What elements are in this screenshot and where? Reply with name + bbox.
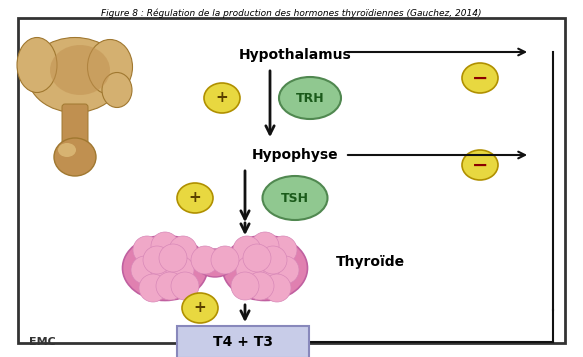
Ellipse shape [54,138,96,176]
Circle shape [171,272,199,300]
Circle shape [156,272,184,300]
Text: T4 + T3: T4 + T3 [213,335,273,349]
Circle shape [246,272,274,300]
Ellipse shape [279,77,341,119]
Circle shape [159,244,187,272]
Text: +: + [216,91,229,106]
Circle shape [139,274,167,302]
Text: EMC: EMC [29,337,55,347]
Text: TSH: TSH [281,191,309,205]
Ellipse shape [17,37,57,92]
Text: +: + [194,301,206,316]
Ellipse shape [177,183,213,213]
Ellipse shape [204,83,240,113]
Text: Hypothalamus: Hypothalamus [238,48,352,62]
Circle shape [253,252,281,280]
Circle shape [243,244,271,272]
Circle shape [133,236,161,264]
Text: TRH: TRH [296,91,324,105]
Circle shape [143,246,171,274]
Circle shape [151,232,179,260]
Circle shape [236,256,264,284]
Ellipse shape [27,37,122,112]
FancyBboxPatch shape [177,326,309,357]
Ellipse shape [102,72,132,107]
Text: +: + [189,191,201,206]
Ellipse shape [122,236,208,301]
Ellipse shape [87,40,132,95]
Text: Hypophyse: Hypophyse [252,148,338,162]
Circle shape [271,256,299,284]
Circle shape [131,256,159,284]
Text: Thyroïde: Thyroïde [335,255,405,269]
Text: −: − [472,69,488,87]
Circle shape [233,236,261,264]
Circle shape [251,232,279,260]
Circle shape [149,252,177,280]
Text: −: − [472,156,488,175]
Circle shape [166,256,194,284]
FancyBboxPatch shape [62,104,88,148]
Ellipse shape [58,143,76,157]
Circle shape [269,236,297,264]
Circle shape [211,246,239,274]
Text: Figure 8 : Régulation de la production des hormones thyroïdiennes (Gauchez, 2014: Figure 8 : Régulation de la production d… [101,8,481,17]
Ellipse shape [462,63,498,93]
Circle shape [169,236,197,264]
Circle shape [263,274,291,302]
Circle shape [191,246,219,274]
Ellipse shape [50,45,110,95]
Ellipse shape [262,176,328,220]
Circle shape [259,246,287,274]
Ellipse shape [182,293,218,323]
Circle shape [231,272,259,300]
Ellipse shape [223,236,307,301]
Ellipse shape [196,249,234,277]
Ellipse shape [462,150,498,180]
